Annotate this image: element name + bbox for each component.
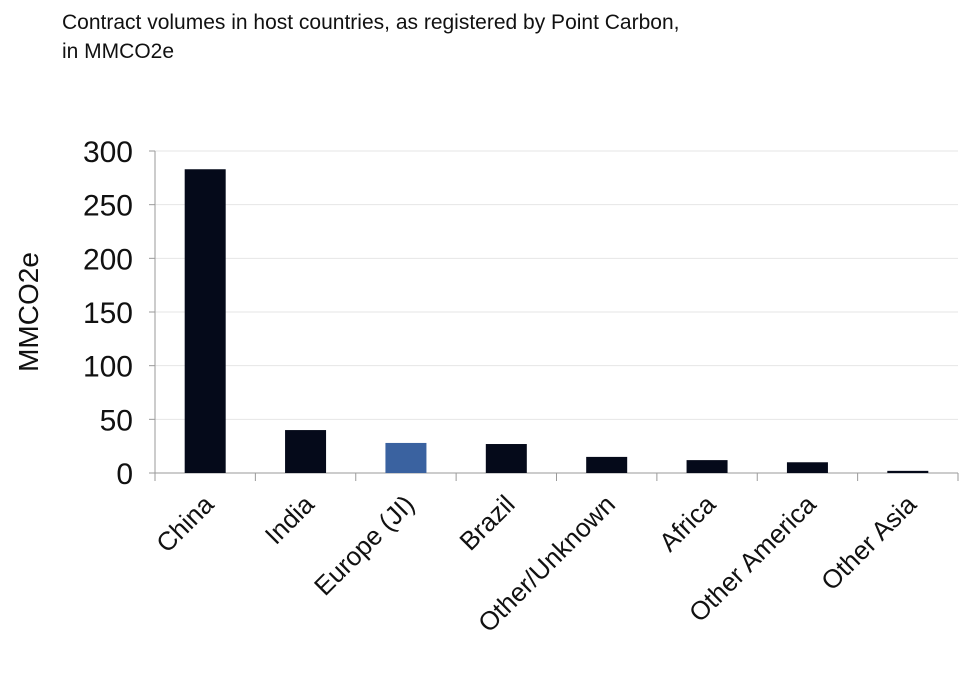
bar <box>385 442 427 473</box>
y-tick-label: 250 <box>83 190 133 223</box>
y-tick-label: 0 <box>116 458 133 491</box>
chart-subtitle: in MMCO2e <box>62 40 175 63</box>
y-tick-label: 300 <box>83 136 133 169</box>
y-tick-labels: 0 50 100 150 200 250 300 <box>83 136 133 491</box>
axes <box>149 150 959 481</box>
x-tick-label: Europe (JI) <box>308 489 420 601</box>
x-tick-label: Africa <box>653 489 722 558</box>
y-axis-label: MMCO2e <box>13 252 44 372</box>
x-tick-label: Brazil <box>453 489 520 556</box>
x-tick-label: India <box>259 489 320 550</box>
bar <box>586 456 628 473</box>
bar <box>786 462 828 473</box>
bar <box>686 460 728 473</box>
bar <box>285 430 327 473</box>
grid-lines <box>155 150 958 420</box>
bar <box>485 444 527 473</box>
y-tick-label: 150 <box>83 297 133 330</box>
y-tick-label: 100 <box>83 351 133 384</box>
x-tick-label: China <box>150 489 220 559</box>
bars <box>184 169 929 473</box>
bar <box>887 470 929 473</box>
chart-title: Contract volumes in host countries, as r… <box>62 11 680 34</box>
x-tick-label: Other Asia <box>815 489 922 596</box>
chart-title-block: Contract volumes in host countries, as r… <box>62 8 679 66</box>
y-tick-label: 200 <box>83 243 133 276</box>
y-tick-label: 50 <box>100 404 133 437</box>
bar <box>184 169 226 473</box>
